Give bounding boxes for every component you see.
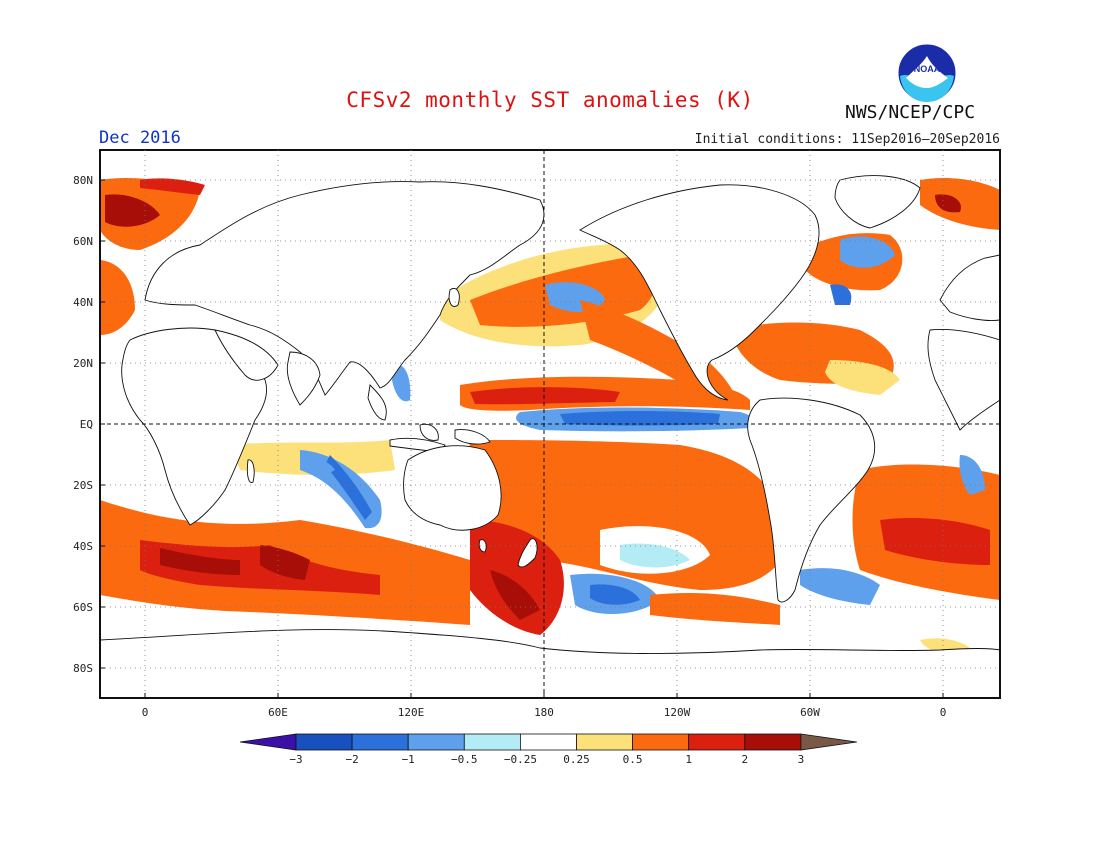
lat-tick-label: 40N bbox=[73, 296, 93, 309]
colorbar-swatch bbox=[576, 733, 633, 751]
colorbar-swatch bbox=[295, 733, 353, 751]
lon-tick-label: 120E bbox=[398, 706, 425, 719]
gridlines bbox=[100, 150, 1000, 698]
lon-tick-label: 0 bbox=[940, 706, 947, 719]
colorbar-label: 3 bbox=[798, 753, 805, 766]
initial-conditions: Initial conditions: 11Sep2016–20Sep2016 bbox=[694, 132, 1000, 147]
colorbar-swatch bbox=[520, 733, 577, 751]
lon-tick-label: 0 bbox=[142, 706, 149, 719]
continents bbox=[100, 175, 1000, 698]
longitude-labels: 0 60E 120E 180 120W 60W 0 bbox=[142, 693, 947, 719]
latitude-labels: 80N 60N 40N 20N EQ 20S 40S 60S 80S bbox=[73, 174, 105, 675]
colorbar-label: −0.5 bbox=[451, 753, 478, 766]
colorbar-label: 2 bbox=[741, 753, 748, 766]
colorbar-upper-arrow bbox=[800, 733, 857, 751]
lat-tick-label: 40S bbox=[73, 540, 93, 553]
agency-label: NWS/NCEP/CPC bbox=[845, 102, 976, 123]
lat-tick-label: 60N bbox=[73, 235, 93, 248]
colorbar-label: −0.25 bbox=[504, 753, 537, 766]
lat-tick-label: 60S bbox=[73, 601, 93, 614]
lon-tick-label: 180 bbox=[534, 706, 554, 719]
lat-tick-label: 80N bbox=[73, 174, 93, 187]
lat-tick-label: 80S bbox=[73, 662, 93, 675]
forecast-month: Dec 2016 bbox=[99, 128, 181, 148]
colorbar-swatch bbox=[407, 733, 465, 751]
colorbar-label: 0.5 bbox=[623, 753, 643, 766]
lat-tick-label: 20S bbox=[73, 479, 93, 492]
colorbar-label: 0.25 bbox=[563, 753, 590, 766]
colorbar-swatch bbox=[463, 733, 521, 751]
chart-title: CFSv2 monthly SST anomalies (K) bbox=[346, 88, 754, 112]
colorbar-swatch bbox=[351, 733, 409, 751]
colorbar-lower-arrow bbox=[239, 733, 297, 751]
lon-tick-label: 60W bbox=[800, 706, 820, 719]
colorbar-label: 1 bbox=[685, 753, 692, 766]
lon-tick-label: 120W bbox=[664, 706, 691, 719]
lat-tick-label: EQ bbox=[80, 418, 93, 431]
colorbar-label: −2 bbox=[345, 753, 358, 766]
colorbar: −3 −2 −1 −0.5 −0.25 0.25 0.5 1 2 3 bbox=[239, 733, 857, 766]
colorbar-label: −3 bbox=[289, 753, 302, 766]
noaa-logo-icon: NOAA bbox=[897, 43, 957, 103]
colorbar-label: −1 bbox=[402, 753, 415, 766]
colorbar-swatch bbox=[688, 733, 746, 751]
colorbar-swatch bbox=[632, 733, 690, 751]
lon-tick-label: 60E bbox=[268, 706, 288, 719]
lat-tick-label: 20N bbox=[73, 357, 93, 370]
colorbar-swatch bbox=[744, 733, 802, 751]
logo-text: NOAA bbox=[914, 64, 941, 74]
